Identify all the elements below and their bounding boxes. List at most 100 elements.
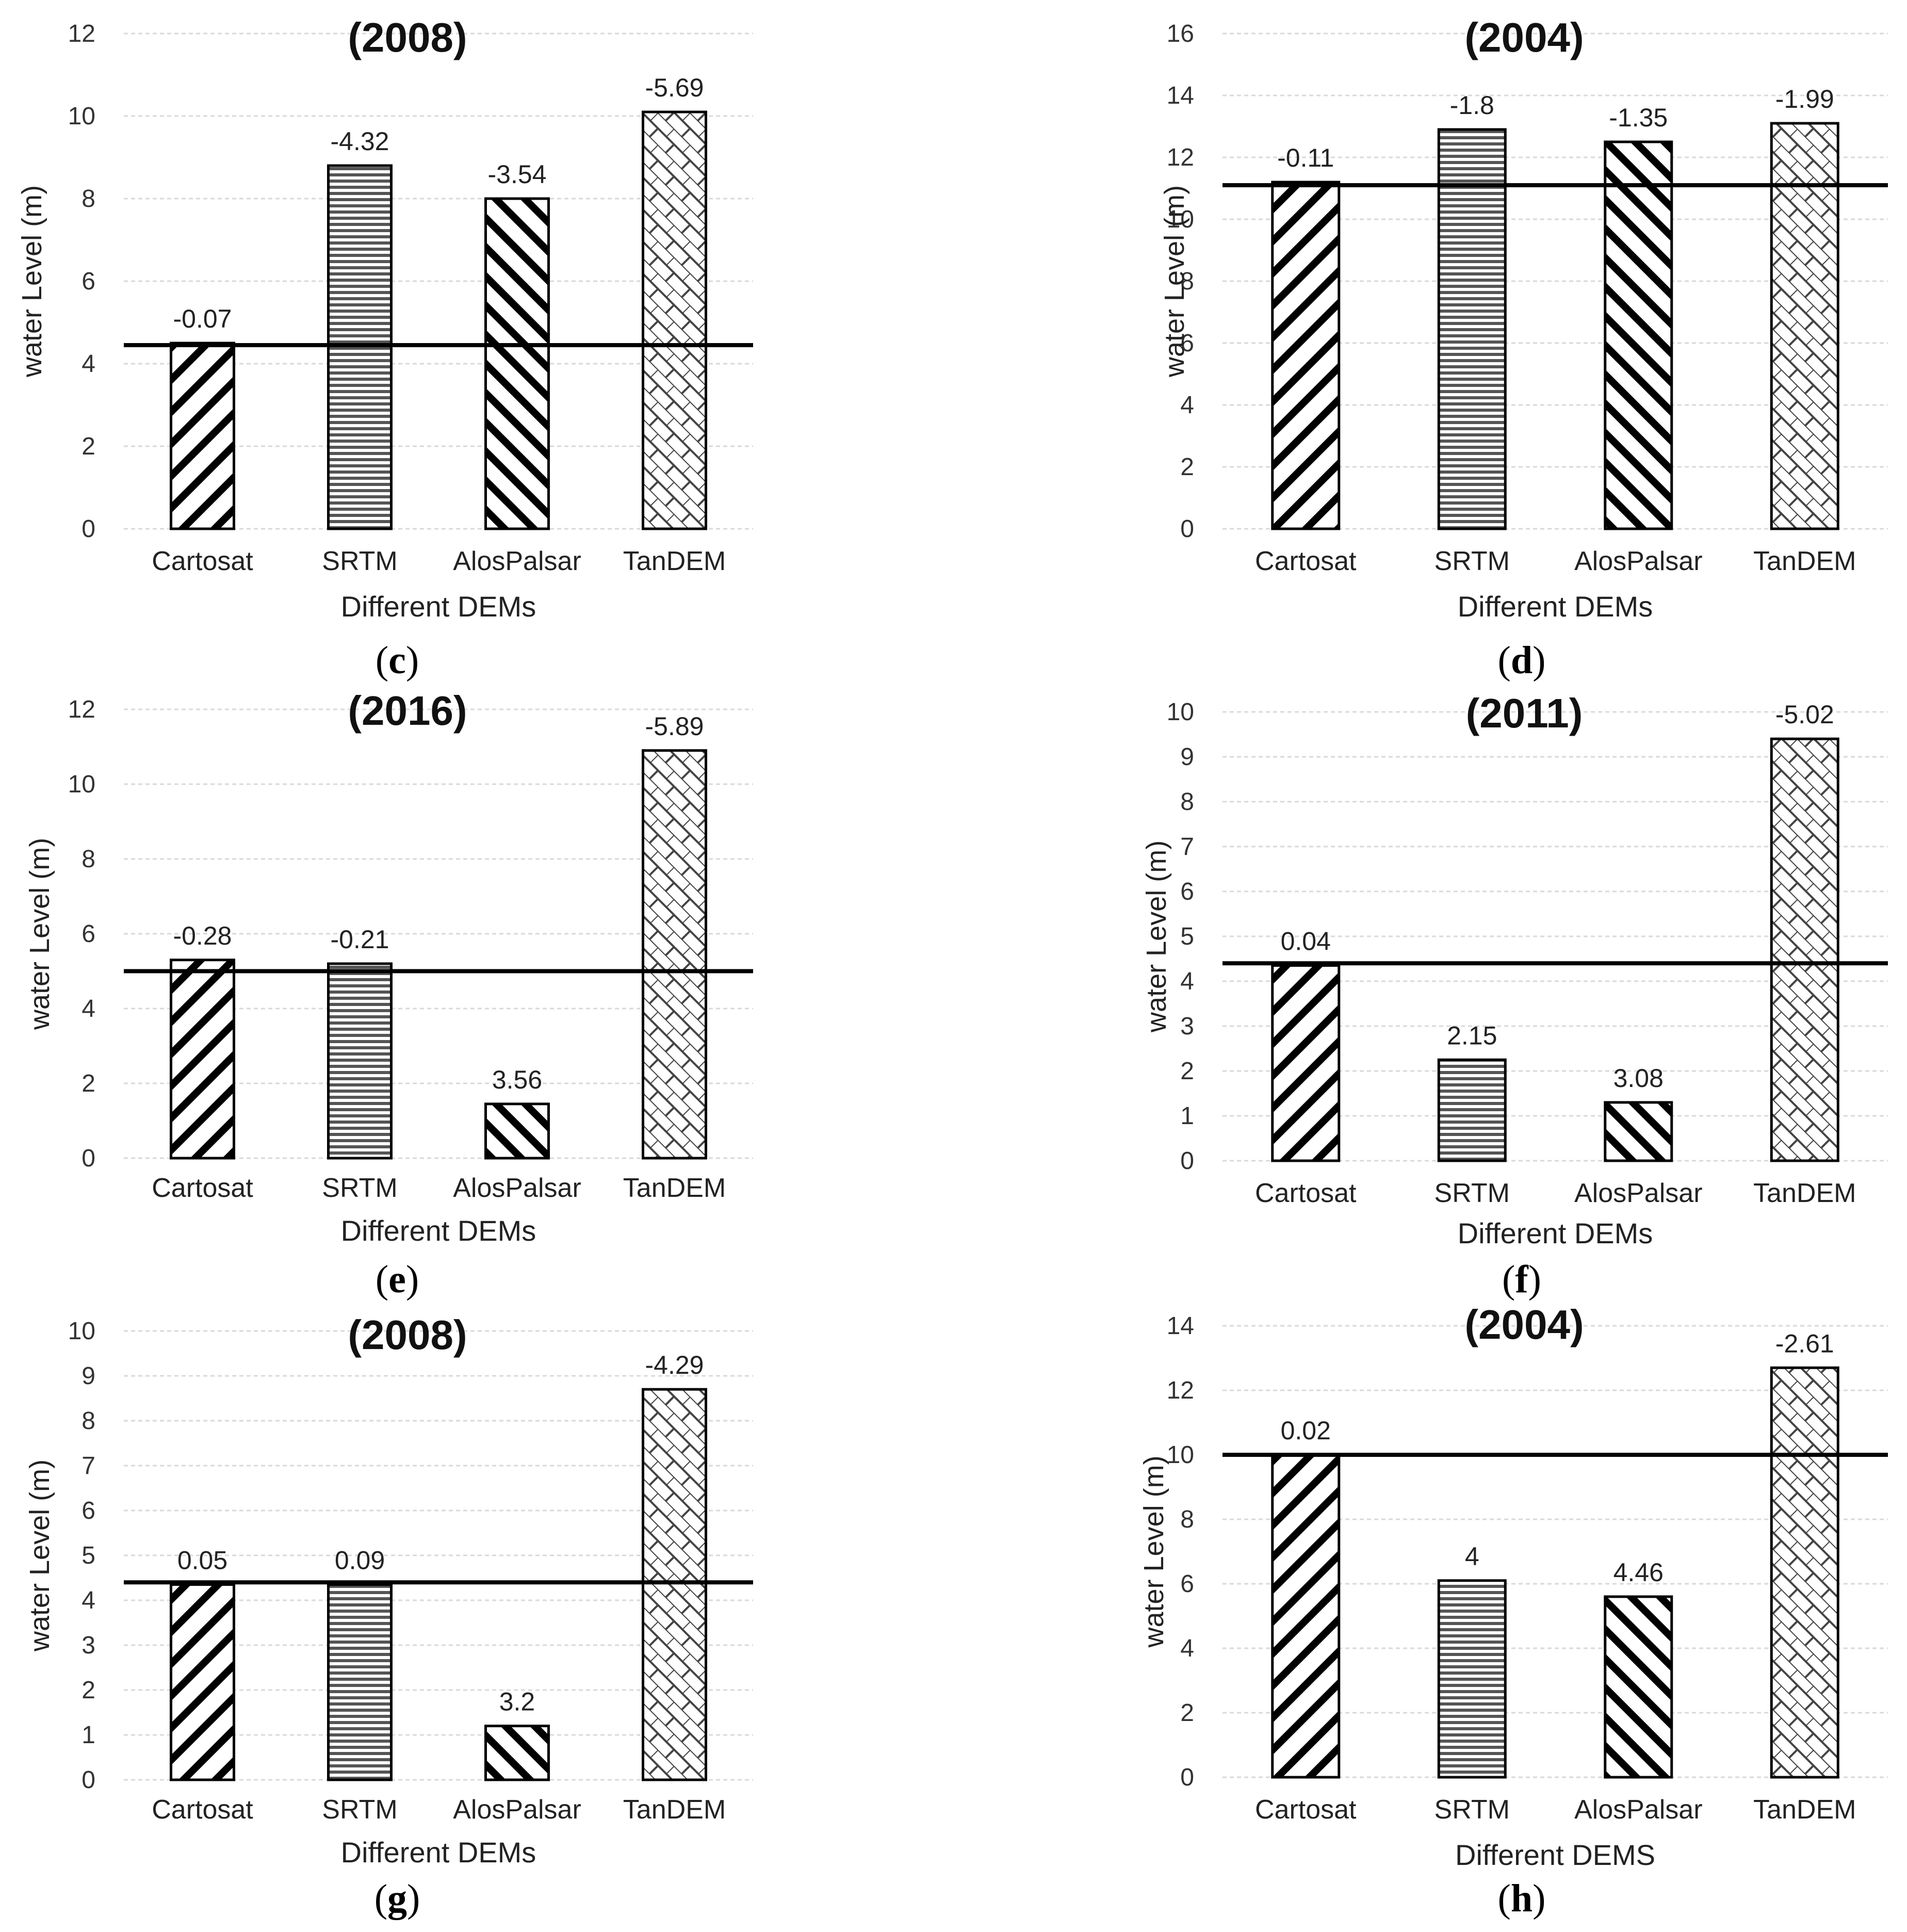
y-tick-label: 0 [82,1766,95,1794]
y-tick-label: 2 [1180,1699,1194,1727]
y-tick-label: 7 [1180,833,1194,861]
data-label: 3.2 [499,1687,535,1716]
data-label: 0.05 [177,1546,227,1575]
x-tick-label: AlosPalsar [453,546,581,576]
x-tick-label: AlosPalsar [1574,1795,1703,1825]
bar-cartosat [170,1583,235,1781]
panel-label-d: (d) [1498,639,1546,682]
svg-text:(h): (h) [1498,1877,1546,1920]
y-axis-label: water Level (m) [17,185,47,378]
x-tick-label: SRTM [1435,1178,1510,1208]
bar-tandem [1770,737,1839,1162]
chart-title: (2004) [1464,1302,1584,1347]
y-tick-label: 1 [82,1722,95,1749]
y-tick-label: 8 [82,185,95,213]
chart-title: (2016) [348,688,467,734]
bar-tandem [642,110,707,530]
x-axis-label: Different DEMs [1458,590,1653,623]
x-tick-label: AlosPalsar [1574,546,1703,576]
x-tick-label: TanDEM [623,1795,726,1825]
y-tick-label: 2 [82,1070,95,1097]
x-tick-label: SRTM [322,1795,397,1825]
chart-title: (2008) [348,14,467,60]
data-label: 0.09 [335,1546,385,1575]
bar-srtm [327,1583,393,1781]
bar-tandem [642,1388,707,1781]
y-tick-label: 9 [82,1362,95,1390]
y-tick-label: 0 [82,515,95,543]
y-tick-label: 6 [1180,1570,1194,1598]
bar-alospalsar [484,1725,550,1781]
y-tick-label: 0 [1180,515,1194,543]
y-tick-label: 14 [1167,1312,1194,1340]
data-label: 3.56 [492,1065,542,1094]
y-tick-label: 2 [82,1677,95,1704]
chart-panel-5: 0 1 2 3 4 5 6 7 8 9 10 (2008) water Level (m) 0.05 Car… [24,1312,753,1869]
y-tick-label: 8 [82,846,95,873]
data-label: -0.07 [173,304,232,333]
bar-srtm [1437,1058,1507,1162]
panel-label-h: (h) [1498,1877,1546,1920]
data-label: 4 [1465,1542,1479,1571]
y-tick-label: 8 [82,1407,95,1435]
x-tick-label: AlosPalsar [453,1795,581,1825]
x-tick-label: TanDEM [1753,1178,1856,1208]
y-tick-label: 7 [82,1452,95,1480]
x-tick-label: SRTM [1435,1795,1510,1825]
bar-cartosat [1271,964,1341,1162]
bar-srtm [327,962,393,1160]
chart-title: (2008) [348,1312,467,1358]
panel-label-f: (f) [1502,1258,1541,1301]
x-tick-label: SRTM [1435,546,1510,576]
data-label: 3.08 [1613,1064,1664,1093]
y-tick-label: 6 [82,268,95,295]
bar-srtm [1437,1579,1507,1779]
chart-panel-4: 0 1 2 3 4 5 6 7 8 9 10 (2011) water Level (m) 0.04 Car… [1141,690,1888,1249]
y-tick-label: 0 [1180,1764,1194,1791]
y-axis-label: water Level (m) [1159,185,1190,378]
panel-label-c: (c) [376,639,419,682]
data-label: -4.29 [645,1351,704,1379]
y-tick-label: 10 [1167,206,1194,233]
y-tick-label: 8 [1180,788,1194,816]
x-tick-label: AlosPalsar [1574,1178,1703,1208]
y-tick-label: 12 [68,20,95,47]
bar-cartosat [1271,1453,1341,1779]
chart-panel-3: 0 2 4 6 8 10 12 (2016) water Level (m) -0.28 Carto… [24,688,753,1247]
y-tick-label: 12 [1167,144,1194,171]
chart-panel-2: 0 2 4 6 8 10 12 14 16 (2004) water Level (m) -0.11 C… [1159,14,1888,623]
data-label: -1.99 [1775,85,1834,113]
data-label: -5.69 [645,73,704,102]
y-tick-label: 12 [68,696,95,723]
x-axis-label: Different DEMS [1455,1839,1655,1871]
data-label: -3.54 [488,160,547,189]
bar-srtm [1437,128,1507,530]
x-axis-label: Different DEMs [341,590,536,623]
bar-tandem [1770,122,1839,530]
bar-alospalsar [1604,1595,1673,1779]
y-tick-label: 2 [1180,1058,1194,1085]
data-label: 4.46 [1613,1558,1664,1587]
bar-alospalsar [1604,1101,1673,1162]
x-tick-label: TanDEM [623,1173,726,1203]
x-tick-label: SRTM [322,546,397,576]
bar-tandem [1770,1366,1839,1779]
x-tick-label: AlosPalsar [453,1173,581,1203]
y-tick-label: 10 [68,771,95,798]
y-tick-label: 2 [82,433,95,460]
y-tick-label: 6 [82,920,95,948]
y-tick-label: 10 [68,1318,95,1345]
x-axis-label: Different DEMs [341,1836,536,1869]
bar-cartosat [170,959,235,1160]
y-tick-label: 3 [82,1632,95,1659]
y-axis-label: water Level (m) [1141,840,1172,1033]
y-tick-label: 16 [1167,20,1194,47]
svg-text:(c): (c) [376,639,419,682]
data-label: 0.04 [1281,927,1331,956]
y-tick-label: 4 [82,1587,95,1614]
y-tick-label: 10 [68,103,95,130]
x-tick-label: Cartosat [152,1795,253,1825]
data-label: -0.21 [331,925,389,954]
chart-panel-6: 0 2 4 6 8 10 12 14 (2004) water Level (m) 0.02 Cart… [1138,1302,1888,1871]
y-axis-label: water Level (m) [1138,1455,1169,1648]
